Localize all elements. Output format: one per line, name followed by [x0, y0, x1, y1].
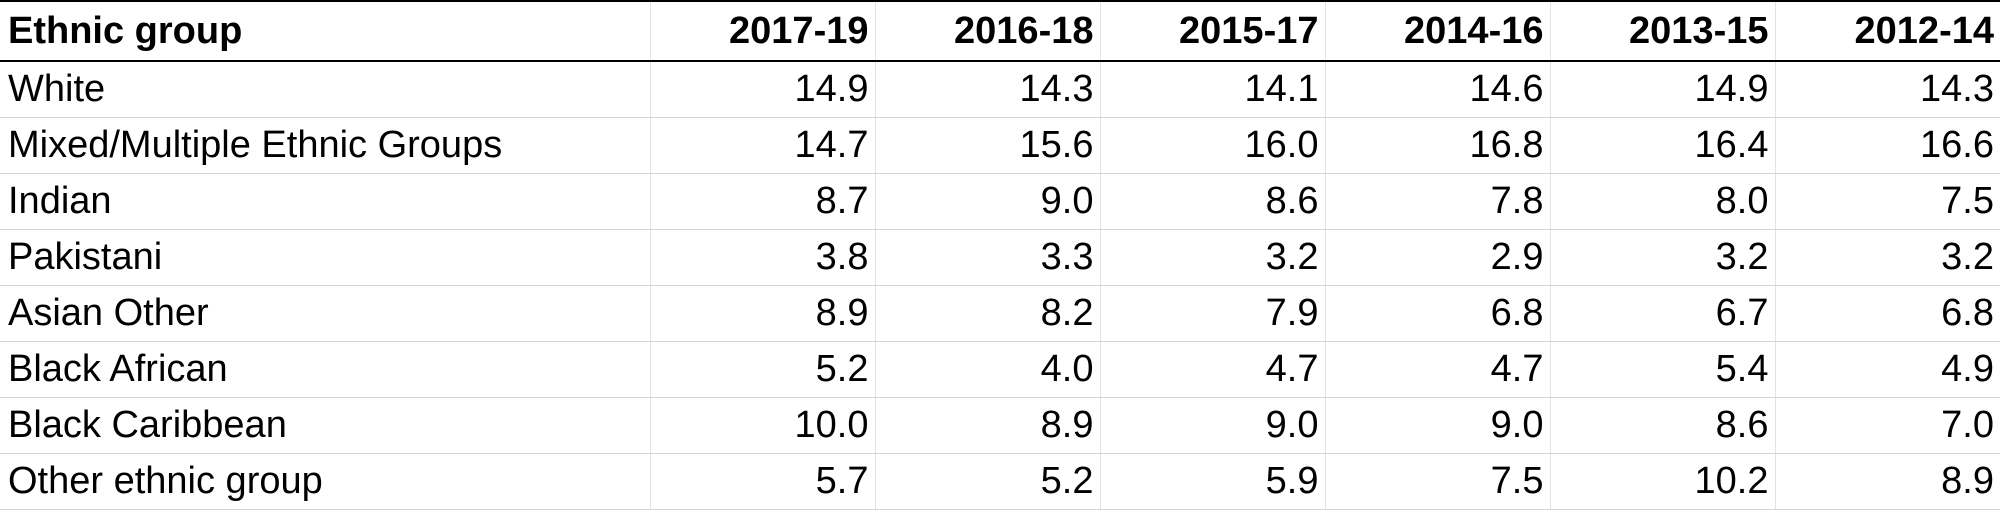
cell-value: 6.8	[1324, 285, 1550, 342]
row-label: Black Caribbean	[0, 397, 650, 454]
cell-value: 14.7	[649, 117, 875, 174]
header-label: Ethnic group	[0, 0, 650, 62]
row-label: Pakistani	[0, 229, 650, 286]
cell-value: 8.0	[1549, 173, 1775, 230]
cell-value: 2.9	[1324, 229, 1550, 286]
cell-value: 14.6	[1324, 61, 1550, 118]
cell-value: 7.8	[1324, 173, 1550, 230]
cell-value: 4.0	[874, 341, 1100, 398]
cell-value: 3.2	[1549, 229, 1775, 286]
cell-value: 16.4	[1549, 117, 1775, 174]
cell-value: 8.9	[649, 285, 875, 342]
cell-value: 8.9	[1774, 453, 2000, 510]
table-row: Other ethnic group 5.7 5.2 5.9 7.5 10.2 8.9	[0, 453, 2000, 510]
cell-value: 15.6	[874, 117, 1100, 174]
cell-value: 7.5	[1774, 173, 2000, 230]
cell-value: 3.8	[649, 229, 875, 286]
cell-value: 3.2	[1099, 229, 1325, 286]
header-period: 2017-19	[649, 0, 875, 62]
cell-value: 4.7	[1099, 341, 1325, 398]
table-header: Ethnic group 2017-19 2016-18 2015-17 2014-16…	[0, 0, 2000, 62]
cell-value: 9.0	[874, 173, 1100, 230]
cell-value: 4.7	[1324, 341, 1550, 398]
cell-value: 16.8	[1324, 117, 1550, 174]
row-label: Indian	[0, 173, 650, 230]
table-row: White 14.9 14.3 14.1 14.6 14.9 14.3	[0, 61, 2000, 118]
cell-value: 10.2	[1549, 453, 1775, 510]
cell-value: 8.6	[1549, 397, 1775, 454]
table-row: Indian 8.7 9.0 8.6 7.8 8.0 7.5	[0, 173, 2000, 230]
cell-value: 8.2	[874, 285, 1100, 342]
cell-value: 8.9	[874, 397, 1100, 454]
cell-value: 7.5	[1324, 453, 1550, 510]
cell-value: 6.8	[1774, 285, 2000, 342]
cell-value: 9.0	[1324, 397, 1550, 454]
cell-value: 14.3	[1774, 61, 2000, 118]
row-label: Black African	[0, 341, 650, 398]
header-period: 2012-14	[1774, 0, 2000, 62]
cell-value: 7.9	[1099, 285, 1325, 342]
cell-value: 8.7	[649, 173, 875, 230]
cell-value: 14.9	[1549, 61, 1775, 118]
cell-value: 14.3	[874, 61, 1100, 118]
header-row: Ethnic group 2017-19 2016-18 2015-17 2014-16…	[0, 0, 2000, 62]
cell-value: 8.6	[1099, 173, 1325, 230]
table-body: White 14.9 14.3 14.1 14.6 14.9 14.3 Mixed/Multi…	[0, 61, 2000, 510]
cell-value: 14.1	[1099, 61, 1325, 118]
cell-value: 6.7	[1549, 285, 1775, 342]
cell-value: 5.7	[649, 453, 875, 510]
cell-value: 3.3	[874, 229, 1100, 286]
cell-value: 14.9	[649, 61, 875, 118]
cell-value: 4.9	[1774, 341, 2000, 398]
row-label: Asian Other	[0, 285, 650, 342]
table-row: Asian Other 8.9 8.2 7.9 6.8 6.7 6.8	[0, 285, 2000, 342]
cell-value: 10.0	[649, 397, 875, 454]
row-label: Mixed/Multiple Ethnic Groups	[0, 117, 650, 174]
cell-value: 16.0	[1099, 117, 1325, 174]
cell-value: 9.0	[1099, 397, 1325, 454]
table-row: Mixed/Multiple Ethnic Groups 14.7 15.6 16.0…	[0, 117, 2000, 174]
header-period: 2013-15	[1549, 0, 1775, 62]
table-row: Pakistani 3.8 3.3 3.2 2.9 3.2 3.2	[0, 229, 2000, 286]
table-row: Black African 5.2 4.0 4.7 4.7 5.4 4.9	[0, 341, 2000, 398]
cell-value: 5.2	[649, 341, 875, 398]
cell-value: 16.6	[1774, 117, 2000, 174]
cell-value: 5.9	[1099, 453, 1325, 510]
header-period: 2014-16	[1324, 0, 1550, 62]
row-label: White	[0, 61, 650, 118]
table-row: Black Caribbean 10.0 8.9 9.0 9.0 8.6 7.0	[0, 397, 2000, 454]
row-label: Other ethnic group	[0, 453, 650, 510]
cell-value: 7.0	[1774, 397, 2000, 454]
cell-value: 5.2	[874, 453, 1100, 510]
header-period: 2015-17	[1099, 0, 1325, 62]
header-period: 2016-18	[874, 0, 1100, 62]
cell-value: 5.4	[1549, 341, 1775, 398]
cell-value: 3.2	[1774, 229, 2000, 286]
